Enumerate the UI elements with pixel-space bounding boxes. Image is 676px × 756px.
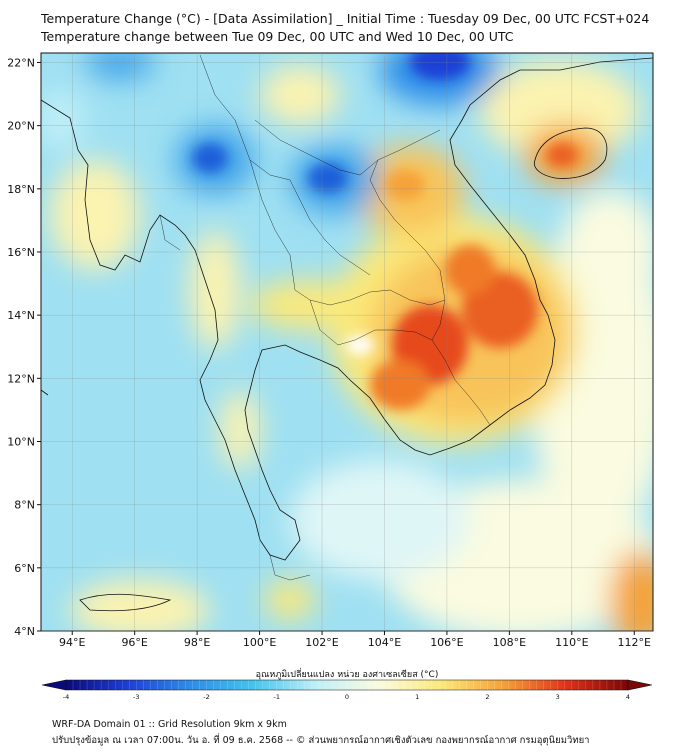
colorbar-tick-label: -3	[133, 693, 139, 701]
lon-tick-label: 112°E	[618, 636, 651, 649]
footer-credit: ปรับปรุงข้อมูล ณ เวลา 07:00น. วัน อ. ที่…	[52, 735, 590, 746]
graticule	[41, 53, 653, 632]
colorbar-tick-label: 3	[556, 693, 560, 701]
colorbar-tick-label: -1	[274, 693, 280, 701]
lon-tick-label: 94°E	[59, 636, 85, 649]
longitude-tick-labels: 94°E 96°E 98°E 100°E 102°E 104°E 106°E 108°E 110…	[59, 631, 651, 649]
lat-tick-label: 14°N	[7, 309, 35, 322]
lon-tick-label: 100°E	[243, 636, 276, 649]
coastlines	[41, 57, 653, 612]
lon-tick-label: 98°E	[184, 636, 210, 649]
lon-tick-label: 110°E	[555, 636, 588, 649]
chart-title-line1: Temperature Change (°C) - [Data Assimila…	[41, 11, 650, 26]
chart-title-line2: Temperature change between Tue 09 Dec, 0…	[41, 29, 514, 44]
lon-tick-label: 106°E	[430, 636, 463, 649]
colorbar-tick-label: 4	[626, 693, 630, 701]
lat-tick-label: 10°N	[7, 435, 35, 448]
colorbar-min-extend	[41, 679, 67, 691]
lat-tick-label: 12°N	[7, 372, 35, 385]
lat-tick-label: 16°N	[7, 246, 35, 259]
colorbar-max-extend	[627, 679, 653, 691]
lon-tick-label: 104°E	[368, 636, 401, 649]
lat-tick-label: 8°N	[14, 499, 35, 512]
lat-tick-label: 20°N	[7, 120, 35, 133]
lat-tick-label: 22°N	[7, 56, 35, 69]
lon-tick-label: 102°E	[305, 636, 338, 649]
map-plot-area	[41, 53, 653, 631]
colorbar-label: อุณหภูมิเปลี่ยนแปลง หน่วย องศาเซลเซียส (…	[256, 667, 439, 680]
colorbar-tick-label: -4	[63, 693, 69, 701]
colorbar-tick-label: 0	[345, 693, 349, 701]
colorbar	[41, 679, 653, 691]
lon-tick-label: 108°E	[493, 636, 526, 649]
colorbar-tick-label: 2	[485, 693, 489, 701]
country-borders	[159, 54, 491, 581]
colorbar-tick-label: -2	[203, 693, 209, 701]
latitude-tick-labels: 22°N 20°N 18°N 16°N 14°N 12°N 10°N 8°N 6°N 4°N	[7, 56, 41, 638]
lat-tick-label: 18°N	[7, 183, 35, 196]
lat-tick-label: 6°N	[14, 562, 35, 575]
lat-tick-label: 4°N	[14, 625, 35, 638]
colorbar-tick-labels: -4 -3 -2 -1 0 1 2 3 4	[63, 693, 630, 701]
temperature-field-cores	[192, 53, 578, 410]
lon-tick-label: 96°E	[121, 636, 147, 649]
footer-model-info: WRF-DA Domain 01 :: Grid Resolution 9km …	[52, 719, 287, 730]
colorbar-tick-label: 1	[415, 693, 419, 701]
